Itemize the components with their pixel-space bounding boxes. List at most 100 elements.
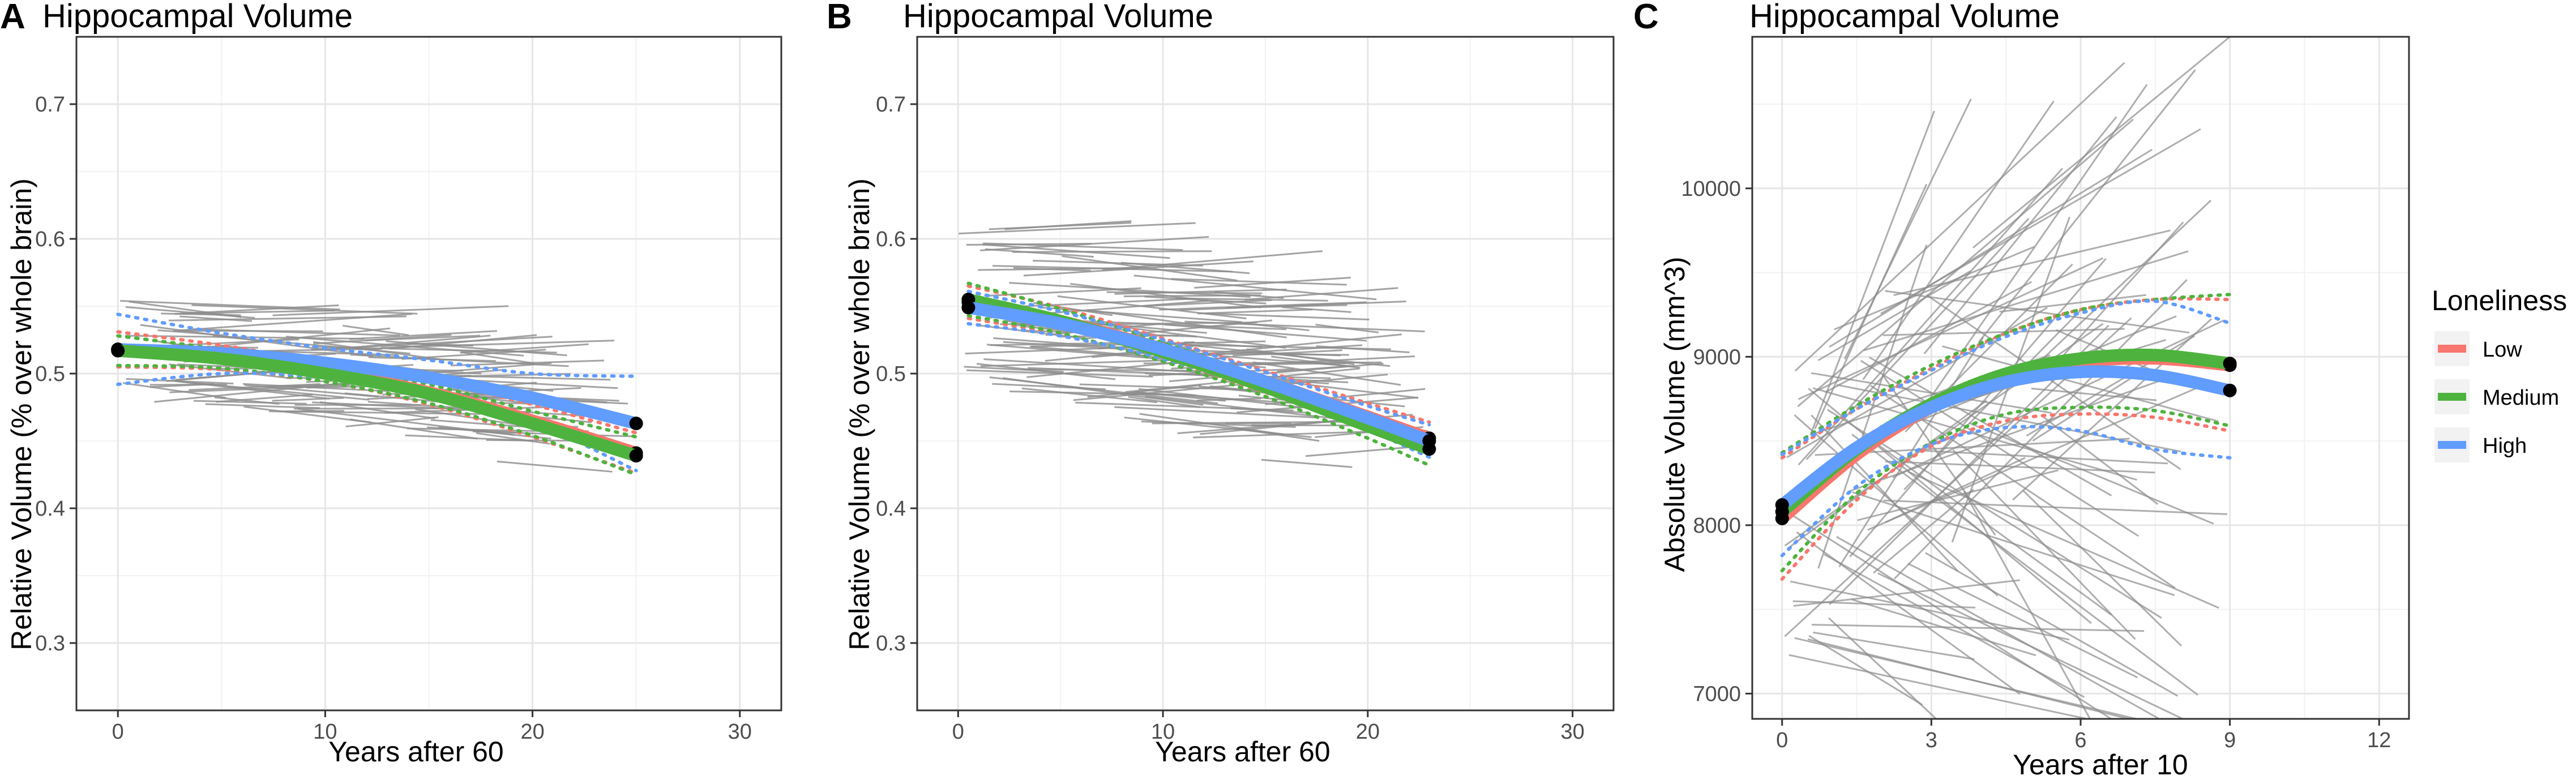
subject-trajectory: [1282, 306, 1351, 313]
subject-trajectory: [1925, 294, 2181, 470]
subject-trajectory: [1128, 396, 1200, 408]
subject-trajectory: [1133, 275, 1377, 301]
series-line-high: [1775, 365, 2236, 512]
subject-trajectory: [1834, 246, 2035, 331]
panel-b-xlabel: Years after 60: [1155, 736, 1330, 768]
series-start-point: [961, 301, 975, 315]
x-tick-label: 20: [520, 720, 544, 744]
legend-label-high: High: [2483, 434, 2527, 458]
ci-ci-low-medium: [1780, 405, 2232, 573]
legend-title: Loneliness: [2432, 285, 2567, 316]
subject-trajectory: [122, 382, 226, 399]
y-tick-label: 0.7: [35, 93, 65, 117]
subject-trajectory: [460, 343, 589, 354]
subject-trajectory: [1963, 491, 2091, 719]
subject-trajectory: [497, 460, 613, 473]
subject-trajectory: [1002, 377, 1204, 406]
subject-trajectory: [1144, 295, 1266, 305]
panel-b: B Hippocampal Volume Relative Volume (% …: [827, 0, 1615, 768]
subject-trajectory: [1809, 110, 1935, 436]
subject-trajectory: [1797, 118, 2134, 408]
ci-ci-high-high: [116, 312, 638, 378]
y-tick-label: 7000: [1693, 682, 1741, 706]
ci-ci-high-high: [1780, 299, 2232, 456]
subject-trajectory: [1893, 278, 2188, 580]
subject-trajectory: [1057, 295, 1247, 320]
x-tick-label: 30: [1561, 720, 1585, 744]
subject-trajectory: [1171, 278, 1347, 286]
subject-trajectory: [1261, 458, 1353, 468]
subject-trajectory: [1022, 368, 1215, 372]
panel-c-xlabel: Years after 10: [2013, 749, 2188, 780]
x-tick-label: 20: [1356, 720, 1380, 744]
subject-trajectory: [1206, 312, 1370, 321]
plot-frame: [916, 36, 1615, 712]
panel-c-ylabel: Absolute Volume (mm^3): [1659, 256, 1691, 572]
subject-trajectory: [1075, 401, 1294, 412]
subject-trajectory: [461, 351, 535, 365]
series-end-point: [629, 417, 643, 431]
x-tick-label: 12: [2367, 728, 2391, 752]
x-tick-label: 0: [112, 720, 124, 744]
panel-a-title: Hippocampal Volume: [42, 0, 353, 35]
subject-trajectory: [1907, 563, 2138, 679]
series-end-point: [2223, 383, 2237, 397]
subject-trajectory: [1106, 291, 1263, 294]
subject-trajectory: [980, 236, 1209, 251]
subject-trajectory: [1165, 323, 1367, 342]
subject-trajectory: [1087, 308, 1287, 338]
y-tick-label: 0.3: [35, 632, 65, 655]
subject-trajectory: [294, 407, 455, 410]
series-end-point: [1422, 434, 1436, 448]
subject-trajectory: [1824, 553, 2085, 698]
subject-trajectory: [120, 300, 340, 311]
subject-trajectory: [242, 383, 390, 392]
panel-a: A Hippocampal Volume Relative Volume (% …: [0, 0, 782, 768]
subject-trajectory: [191, 304, 418, 315]
legend-item-medium: Medium: [2434, 379, 2559, 414]
subject-trajectory: [1942, 345, 2219, 422]
subject-trajectory: [1790, 580, 2070, 641]
subject-trajectory: [992, 383, 1106, 391]
subject-trajectory: [349, 330, 497, 340]
series-line-medium: [112, 344, 643, 462]
subject-trajectory: [1978, 69, 2196, 343]
series-end-point: [629, 449, 643, 463]
subject-trajectory: [216, 393, 313, 403]
subject-trajectory: [1852, 491, 2175, 597]
subject-trajectory: [1124, 417, 1312, 438]
x-tick-label: 3: [1925, 728, 1937, 752]
subject-trajectory: [1197, 308, 1313, 315]
subject-trajectory: [1851, 598, 2036, 657]
subject-trajectory: [1862, 100, 2055, 380]
subject-trajectory: [1817, 270, 1971, 361]
subject-trajectory: [1813, 631, 1975, 661]
subject-trajectory: [1123, 294, 1261, 298]
subject-trajectory: [1272, 374, 1388, 386]
y-tick-label: 0.5: [876, 362, 906, 386]
subject-trajectory: [1798, 257, 2104, 400]
y-tick-label: 0.6: [35, 228, 65, 251]
subject-trajectory: [1952, 449, 2136, 640]
panel-letter-b: B: [827, 0, 852, 36]
subject-trajectory: [125, 306, 255, 319]
subject-trajectory: [1184, 320, 1425, 332]
subject-trajectory: [272, 397, 344, 402]
subject-trajectory: [1009, 282, 1251, 298]
subject-trajectory: [1969, 422, 2214, 525]
subject-trajectory: [1158, 343, 1391, 350]
y-tick-label: 0.4: [876, 497, 906, 521]
subject-trajectory: [2032, 376, 2133, 442]
subject-trajectory: [1033, 259, 1203, 267]
subject-trajectory: [1880, 128, 2201, 315]
subject-trajectory: [1226, 304, 1347, 309]
y-tick-label: 0.3: [876, 632, 906, 655]
subject-trajectory: [205, 403, 320, 409]
panel-a-xlabel: Years after 60: [328, 736, 503, 768]
subject-trajectory: [1102, 250, 1323, 271]
subject-trajectory: [964, 366, 1064, 373]
subject-trajectory: [1811, 624, 2145, 632]
legend: Loneliness Low Medium High: [2432, 285, 2567, 462]
ci-ci-high-high: [966, 289, 1431, 427]
